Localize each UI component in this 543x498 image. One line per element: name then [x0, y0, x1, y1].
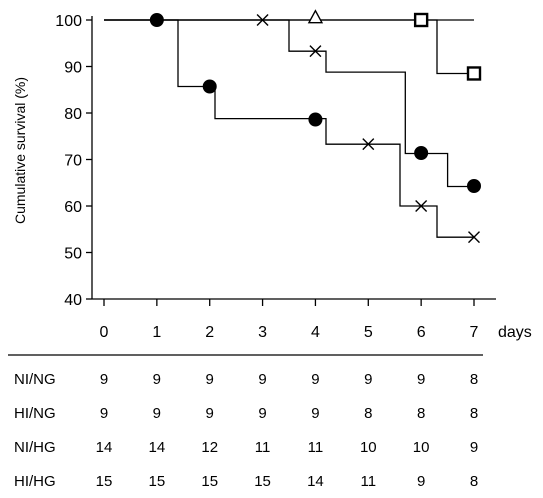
data-point-square — [413, 12, 429, 28]
y-tick-label: 50 — [64, 246, 82, 263]
table-cell: 8 — [417, 405, 425, 422]
y-tick-label: 60 — [64, 199, 82, 216]
y-tick-label: 100 — [55, 13, 82, 30]
table-cell: 9 — [311, 405, 319, 422]
data-point-cross — [362, 138, 375, 151]
x-tick-label: 6 — [417, 324, 426, 341]
table-cell: 8 — [470, 473, 478, 490]
x-tick-label: 1 — [152, 324, 161, 341]
table-cell: 8 — [470, 371, 478, 388]
x-tick-label: 5 — [364, 324, 373, 341]
data-point-circle — [149, 13, 164, 27]
table-cell: 9 — [311, 371, 319, 388]
table-cell: 14 — [149, 439, 166, 456]
x-axis-label: days — [498, 324, 532, 341]
table-cell: 10 — [360, 439, 377, 456]
x-tick-label: 4 — [311, 324, 320, 341]
y-tick-label: 70 — [64, 153, 82, 170]
table-cell: 15 — [254, 473, 271, 490]
table-cell: 9 — [100, 405, 108, 422]
table-row-label: HI/NG — [14, 405, 56, 422]
table-cell: 9 — [417, 473, 425, 490]
data-point-cross — [468, 231, 480, 244]
y-tick-label: 90 — [64, 60, 82, 77]
data-point-cross — [309, 45, 322, 58]
table-cell: 9 — [153, 405, 161, 422]
table-row-label: NI/HG — [14, 439, 56, 456]
data-point-cross — [415, 200, 428, 212]
table-cell: 10 — [413, 439, 430, 456]
table-cell: 9 — [470, 439, 478, 456]
risk-table: NI/NG 9 9 9 9 9 9 9 8 HI/NG 9 9 9 9 9 8 8 8 NI/HG 14 14 12 11 1… — [14, 371, 478, 490]
table-cell: 12 — [201, 439, 218, 456]
table-cell: 9 — [364, 371, 372, 388]
x-axis-ticks: 0 1 2 3 4 5 6 7 — [100, 299, 479, 341]
table-cell: 9 — [100, 371, 108, 388]
y-tick-label: 40 — [64, 292, 82, 309]
table-cell: 8 — [364, 405, 372, 422]
x-tick-label: 2 — [205, 324, 214, 341]
series-layer — [104, 19, 474, 238]
y-axis-label: Cumulative survival (%) — [12, 77, 28, 224]
table-cell: 8 — [470, 405, 478, 422]
table-cell: 15 — [149, 473, 166, 490]
table-row-label: NI/NG — [14, 371, 56, 388]
data-point-triangle — [307, 9, 324, 24]
series-line-circle — [104, 19, 474, 238]
data-point-circle — [414, 145, 429, 160]
table-cell: 15 — [96, 473, 113, 490]
table-cell: 14 — [307, 473, 324, 490]
series-line-cross — [104, 19, 474, 188]
plot-frame — [8, 16, 496, 356]
table-cell: 9 — [206, 371, 214, 388]
table-cell: 9 — [258, 371, 266, 388]
data-point-square — [466, 66, 482, 81]
table-cell: 14 — [96, 439, 113, 456]
data-point-circle — [308, 112, 323, 127]
data-point-circle — [202, 79, 217, 94]
table-cell: 9 — [258, 405, 266, 422]
table-cell: 11 — [255, 439, 271, 456]
x-tick-label: 7 — [470, 324, 479, 341]
table-cell: 9 — [206, 405, 214, 422]
marker-layer — [149, 9, 482, 244]
data-point-cross — [256, 14, 269, 26]
y-axis-ticks: 40 50 60 70 80 90 100 — [55, 13, 92, 309]
table-cell: 9 — [417, 371, 425, 388]
x-tick-label: 3 — [258, 324, 267, 341]
x-tick-label: 0 — [100, 324, 109, 341]
y-tick-label: 80 — [64, 106, 82, 123]
table-row-label: HI/HG — [14, 473, 56, 490]
table-cell: 15 — [201, 473, 218, 490]
table-cell: 11 — [308, 439, 324, 456]
table-cell: 9 — [153, 371, 161, 388]
data-point-circle — [467, 179, 481, 194]
table-cell: 11 — [360, 473, 376, 490]
